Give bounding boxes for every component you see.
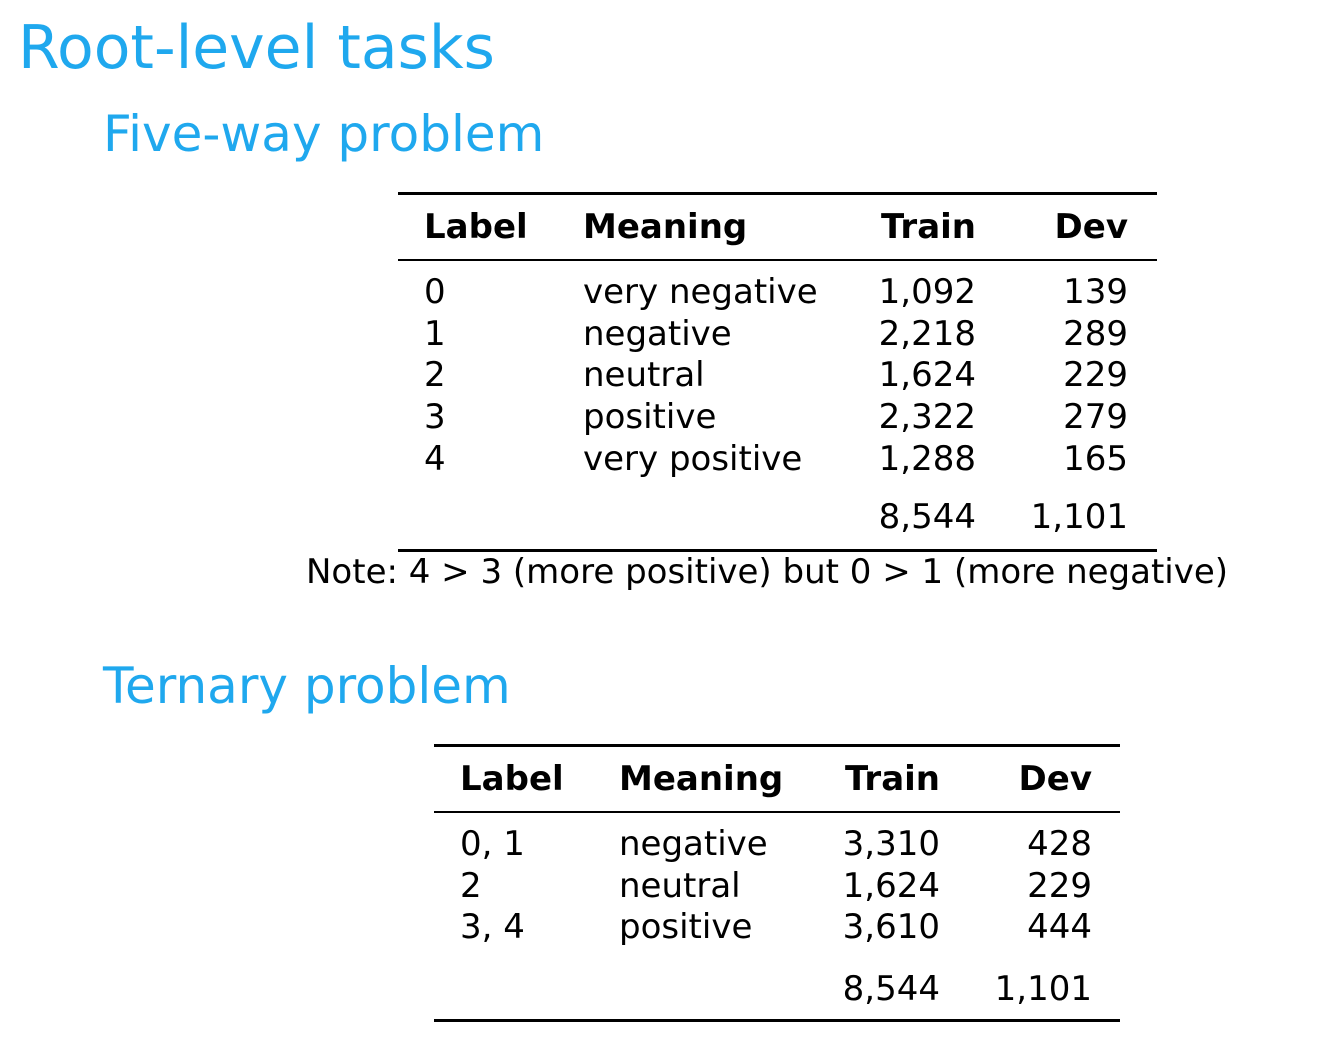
table-cell-dev: 428 [1027, 824, 1092, 864]
table-cell-dev: 289 [1063, 313, 1128, 354]
table-header: Label Meaning Train Dev [398, 195, 1157, 261]
table-cell-label: 3 [424, 397, 446, 438]
column-header-label: Label [424, 207, 528, 247]
table-cell-train: 3,610 [842, 907, 940, 947]
table-cell-label: 4 [424, 438, 446, 479]
table-cell-meaning: neutral [619, 865, 741, 906]
total-train: 8,544 [878, 497, 976, 537]
page-title: Root-level tasks [18, 13, 495, 83]
column-header-dev: Dev [1054, 207, 1128, 247]
table-cell-label: 0 [424, 272, 446, 312]
table-cell-label: 3, 4 [460, 907, 525, 947]
column-header-meaning: Meaning [619, 759, 784, 799]
table-cell-meaning: negative [583, 313, 732, 354]
table-cell-dev: 229 [1027, 865, 1092, 906]
total-dev: 1,101 [994, 969, 1092, 1009]
table-cell-train: 1,624 [842, 865, 940, 906]
table-cell-label: 0, 1 [460, 824, 525, 864]
ternary-heading: Ternary problem [103, 657, 511, 715]
table-cell-meaning: positive [583, 397, 717, 438]
table-cell-train: 2,218 [878, 313, 976, 354]
table-cell-dev: 279 [1063, 397, 1128, 438]
table-cell-train: 1,624 [878, 355, 976, 396]
column-header-dev: Dev [1018, 759, 1092, 799]
column-header-train: Train [844, 759, 940, 799]
table-cell-meaning: very negative [583, 272, 818, 312]
ternary-table: Label Meaning Train Dev 0, 1 negative 3,31… [434, 744, 1120, 1022]
column-header-train: Train [880, 207, 976, 247]
table-cell-label: 2 [424, 355, 446, 396]
table-cell-train: 3,310 [842, 824, 940, 864]
table-cell-label: 2 [460, 865, 482, 906]
total-train: 8,544 [842, 969, 940, 1009]
five-way-table: Label Meaning Train Dev 0 very negative 1,… [398, 192, 1157, 552]
column-header-label: Label [460, 759, 564, 799]
five-way-heading: Five-way problem [103, 105, 545, 163]
table-cell-dev: 165 [1063, 438, 1128, 479]
table-cell-meaning: positive [619, 907, 753, 947]
table-cell-label: 1 [424, 313, 446, 354]
table-cell-meaning: very positive [583, 438, 803, 479]
table-cell-meaning: neutral [583, 355, 705, 396]
table-cell-train: 2,322 [878, 397, 976, 438]
table-note: Note: 4 > 3 (more positive) but 0 > 1 (m… [306, 552, 1229, 592]
total-dev: 1,101 [1030, 497, 1128, 537]
table-cell-train: 1,288 [878, 438, 976, 479]
table-cell-train: 1,092 [878, 272, 976, 312]
column-header-meaning: Meaning [583, 207, 748, 247]
table-cell-dev: 139 [1063, 272, 1128, 312]
table-cell-dev: 229 [1063, 355, 1128, 396]
table-cell-dev: 444 [1027, 907, 1092, 947]
table-cell-meaning: negative [619, 824, 768, 864]
table-header: Label Meaning Train Dev [434, 747, 1120, 813]
